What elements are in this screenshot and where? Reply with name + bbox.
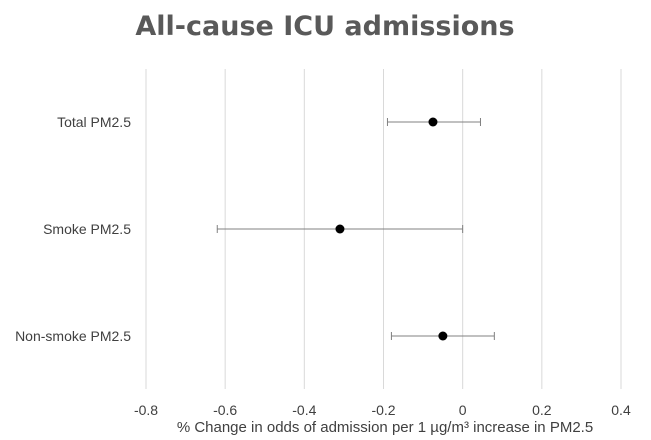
x-axis-tick-labels: -0.8 -0.6 -0.4 -0.2 0 0.2 0.4: [134, 402, 631, 418]
chart-title: All-cause ICU admissions: [135, 11, 514, 42]
x-tick-label: -0.2: [371, 402, 395, 418]
x-axis-label: % Change in odds of admission per 1 µg/m…: [177, 419, 593, 436]
x-tick-label: 0: [459, 402, 467, 418]
y-axis-labels: Total PM2.5 Smoke PM2.5 Non-smoke PM2.5: [15, 114, 131, 344]
category-label: Non-smoke PM2.5: [15, 328, 131, 344]
category-label: Smoke PM2.5: [43, 221, 131, 237]
point-estimate-marker: [335, 224, 345, 234]
x-tick-label: 0.2: [532, 402, 552, 418]
x-tick-label: -0.8: [134, 402, 158, 418]
x-tick-label: -0.6: [213, 402, 237, 418]
data-marks: [216, 117, 495, 341]
x-tick-label: -0.4: [292, 402, 316, 418]
category-label: Total PM2.5: [57, 114, 131, 130]
point-estimate-marker: [428, 117, 438, 127]
x-tick-label: 0.4: [611, 402, 631, 418]
point-estimate-marker: [438, 331, 448, 341]
